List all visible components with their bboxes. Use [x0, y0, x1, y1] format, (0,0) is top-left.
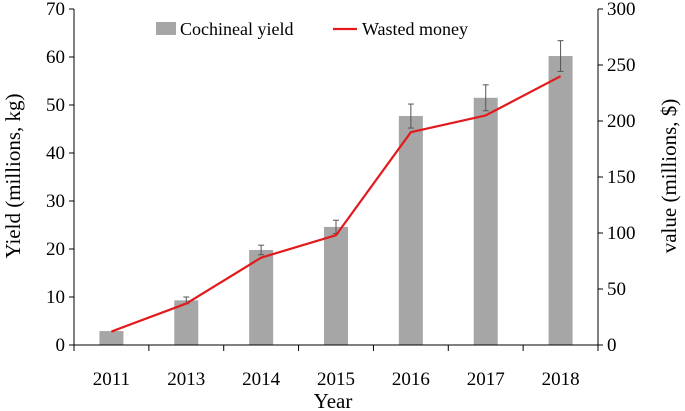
x-axis-label: Year [314, 389, 353, 411]
legend-swatch-bar [156, 22, 176, 35]
axes [69, 8, 603, 351]
error-bars [183, 40, 564, 305]
x-tick-label-2018: 2018 [542, 369, 580, 390]
y-right-tick-label-50: 50 [607, 279, 626, 300]
y-axis-right-label: value (millions, $) [657, 99, 681, 254]
y-right-tick-label-200: 200 [607, 111, 636, 132]
y-right-tick-label-150: 150 [607, 167, 636, 188]
bar-2014 [249, 249, 274, 345]
y-axis-left-label: Yield (millions, kg) [1, 93, 25, 258]
x-tick-label-2011: 2011 [93, 369, 130, 390]
x-tick-label-2017: 2017 [467, 369, 505, 390]
y-left-tick-label-70: 70 [46, 0, 65, 20]
y-left-tick-label-40: 40 [46, 143, 65, 164]
bar-2011 [99, 331, 124, 345]
x-tick-label-2015: 2015 [317, 369, 355, 390]
y-right-tick-label-100: 100 [607, 223, 636, 244]
y-left-tick-label-10: 10 [46, 287, 65, 308]
legend-label-line: Wasted money [362, 19, 468, 39]
y-left-tick-label-30: 30 [46, 191, 65, 212]
bar-series [99, 56, 573, 345]
x-tick-label-2013: 2013 [167, 369, 205, 390]
legend: Cochineal yield Wasted money [156, 19, 468, 39]
y-right-tick-label-250: 250 [607, 55, 636, 76]
line-series [111, 75, 562, 333]
y-left-tick-label-20: 20 [46, 239, 65, 260]
tick-labels: 0 10 20 30 40 50 60 70 0 50 100 150 200 250 300 2011 201… [46, 0, 636, 390]
x-tick-label-2014: 2014 [242, 369, 281, 390]
y-left-tick-label-0: 0 [56, 335, 66, 356]
bar-2018 [548, 56, 573, 345]
bar-2013 [174, 300, 199, 345]
x-tick-label-2016: 2016 [392, 369, 430, 390]
bar-2016 [398, 116, 423, 345]
y-left-tick-label-50: 50 [46, 95, 65, 116]
bar-2015 [324, 226, 348, 345]
y-left-tick-label-60: 60 [46, 47, 65, 68]
bar-2017 [473, 97, 498, 345]
y-right-tick-label-300: 300 [607, 0, 636, 20]
legend-label-bar: Cochineal yield [180, 19, 293, 39]
y-right-tick-label-0: 0 [607, 335, 617, 356]
line-wasted-money [111, 75, 562, 333]
